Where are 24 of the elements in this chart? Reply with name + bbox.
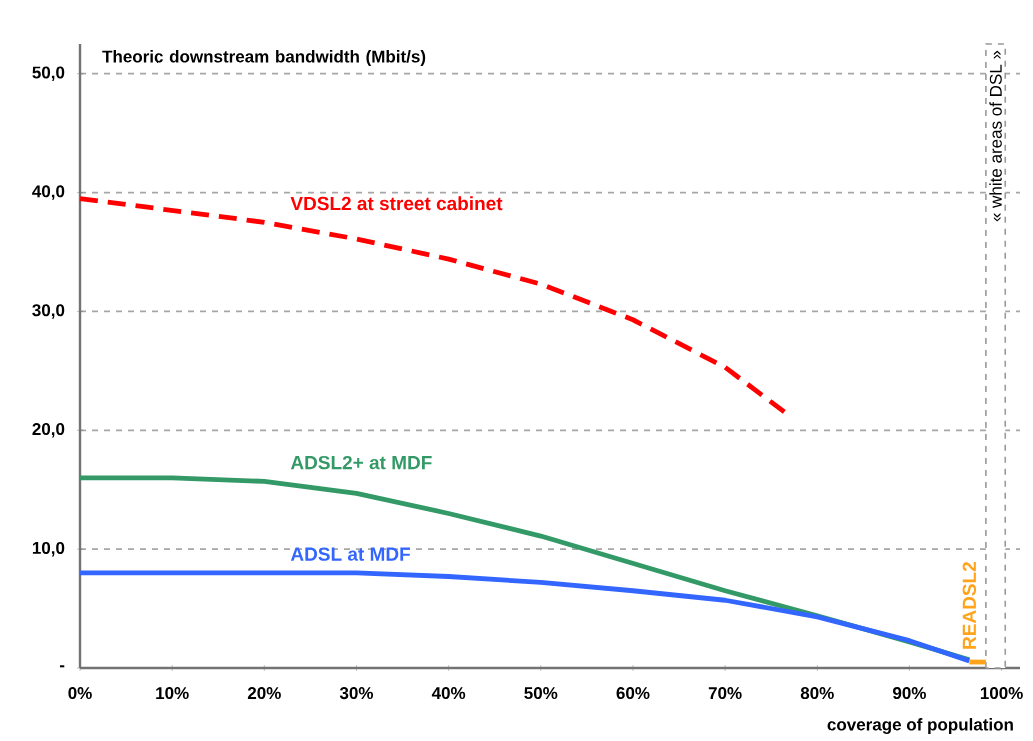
text: READSL2	[962, 562, 977, 649]
y-tick-label: -	[59, 665, 65, 668]
series-label: ADSL2+ at MDF	[290, 455, 432, 470]
y-tick-label: 10,0	[32, 541, 65, 557]
x-tick-label: 80%	[800, 687, 834, 700]
x-tick-label: 40%	[431, 687, 466, 700]
y-axis-title: Theoric downstream bandwidth (Mbit/s)	[102, 50, 426, 66]
x-tick-label: 60%	[616, 687, 650, 700]
x-tick-label: 90%	[893, 687, 926, 700]
x-tick-label: 20%	[247, 687, 281, 700]
x-tick-label: 30%	[339, 687, 374, 700]
x-tick-label: 70%	[708, 687, 742, 700]
y-tick-label: 50,0	[32, 66, 65, 81]
band-label: « white areas of DSL »	[989, 50, 1002, 222]
x-tick-label: 10%	[156, 687, 189, 700]
y-tick-label: 20,0	[32, 423, 65, 438]
x-axis-title: coverage of population	[827, 718, 1013, 734]
x-tick-label: 50%	[524, 687, 558, 700]
x-tick-label: 100%	[980, 687, 1023, 700]
series-label: ADSL at MDF	[290, 547, 410, 561]
x-tick-label: 0%	[68, 687, 92, 700]
y-tick-label: 30,0	[32, 304, 65, 319]
y-tick-label: 40,0	[32, 185, 65, 200]
series-label: VDSL2 at street cabinet	[290, 196, 503, 211]
